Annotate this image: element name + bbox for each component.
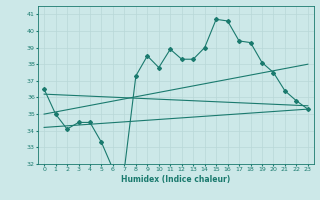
X-axis label: Humidex (Indice chaleur): Humidex (Indice chaleur) <box>121 175 231 184</box>
